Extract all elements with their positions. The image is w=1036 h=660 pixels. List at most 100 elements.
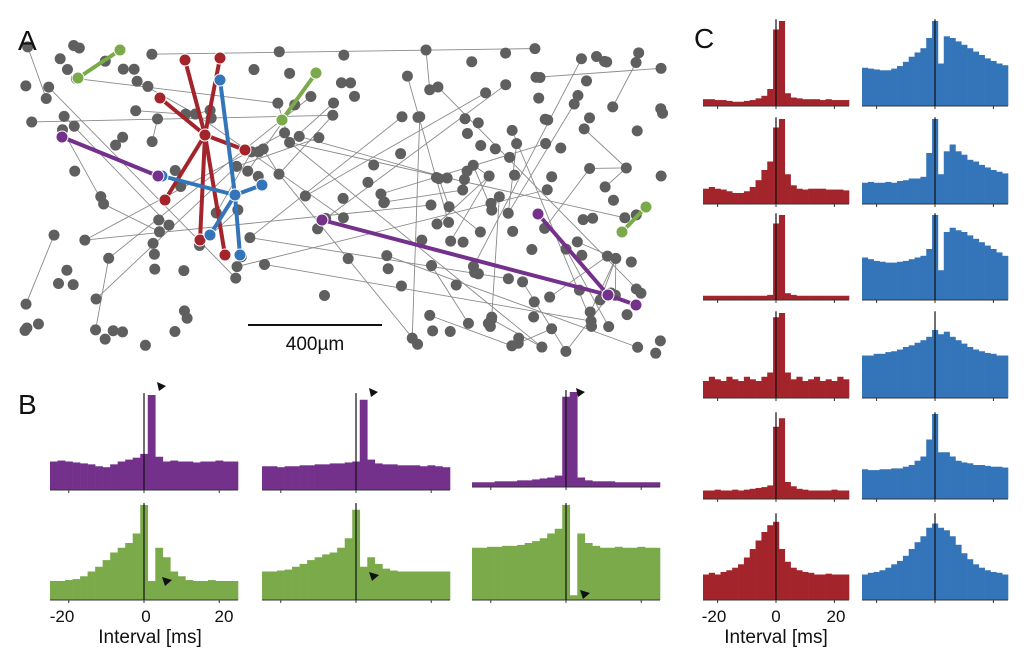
histogram-bar [837,574,844,600]
histogram-bar [382,464,391,490]
histogram-bar [95,566,103,600]
c-correlogram-red-6 [703,513,850,603]
histogram-bar [808,572,815,600]
b-xlabel: Interval [ms] [98,627,201,648]
b-tick-neg20: -20 [50,607,75,626]
histogram-bar [479,482,488,487]
b-correlogram-purple-1 [50,393,239,493]
histogram-bar [831,381,838,398]
node [284,67,296,79]
histogram-bar [862,469,869,499]
histogram-bar [914,342,921,398]
histogram-bar [843,574,850,600]
node [480,87,492,99]
histogram-bar [761,487,768,499]
histogram-bar [885,352,892,398]
histogram-bar [502,481,510,487]
histogram-bar [972,161,980,204]
histogram-bar [732,295,739,300]
histogram-bar [885,262,892,300]
node [342,253,354,265]
histogram-bar [808,490,815,499]
c-correlogram-blue-5 [862,412,1009,502]
node [625,256,637,268]
b-correlogram-purple-3 [472,390,661,490]
histogram-bar [743,191,751,204]
histogram-bar [825,189,832,204]
histogram-bar [412,465,421,490]
edge [236,137,320,167]
node [20,80,32,92]
histogram-bar [629,482,638,487]
histogram-bar [996,572,1003,600]
histogram-bar [755,98,762,106]
c-tick-0: 0 [771,607,780,626]
histogram-bar [222,581,231,600]
histogram-bar [117,547,126,600]
blue-connection [161,174,236,197]
histogram-bar [984,58,991,106]
edge [473,58,582,267]
node [382,263,394,275]
histogram-bar [554,475,563,487]
c-correlogram-blue-4 [862,311,1009,401]
histogram-bar [825,490,832,499]
node [337,212,349,224]
histogram-bar [404,571,413,600]
node [546,323,558,335]
histogram-bar [102,467,111,490]
histogram-bar [990,466,997,499]
node [578,123,590,135]
histogram-bar [1002,467,1009,499]
histogram-bar [802,189,809,204]
histogram-bar [215,460,224,490]
histogram-bar [990,249,997,300]
histogram-bar [517,480,525,487]
histogram-bar [87,571,96,600]
histogram-bar [577,477,586,487]
histogram-bar [808,99,815,106]
histogram-bar [569,595,578,600]
histogram-bar [825,295,832,300]
node [169,165,181,177]
histogram-bar [57,581,66,600]
node [22,41,34,53]
node [26,116,38,128]
histogram-bar [307,465,315,490]
node [153,214,165,226]
histogram-bar [720,490,727,499]
histogram-bar [472,482,480,487]
histogram-bar [843,295,850,300]
histogram-bar [726,295,733,300]
histogram-bar [862,257,869,300]
histogram-bar [796,570,803,600]
node [54,53,66,65]
histogram-bar [996,355,1003,398]
histogram-bar [902,555,910,600]
node [581,75,593,87]
edge [535,67,662,78]
node [349,90,361,102]
histogram-bar [825,379,832,398]
histogram-bar [292,466,300,490]
node [368,159,380,171]
histogram-bar [908,465,915,499]
histogram-bar [902,466,910,499]
histogram-bar [472,547,480,600]
node [424,309,436,321]
histogram-bar [937,174,945,204]
histogram-bar [726,191,733,204]
histogram-bar [984,352,991,398]
histogram-bar [622,547,631,600]
edge [62,129,105,205]
histogram-bar [778,21,786,106]
histogram-bar [926,336,933,398]
histogram-bar [487,482,495,487]
histogram-bar [825,573,832,600]
node [32,318,44,330]
edge [507,103,575,214]
histogram-bar [831,100,838,106]
node [610,252,622,264]
histogram-bar [359,566,368,600]
c-correlogram-blue-1 [862,19,1009,109]
